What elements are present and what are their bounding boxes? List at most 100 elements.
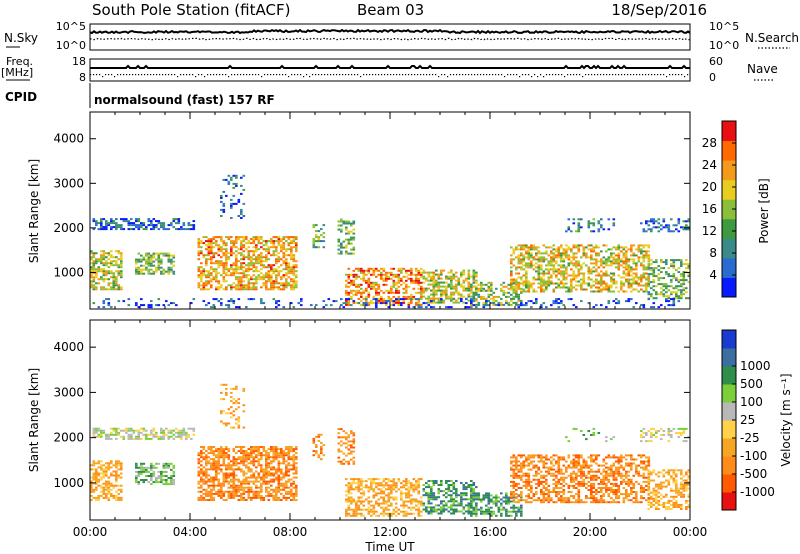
heatmap-cell (102, 474, 106, 477)
heatmap-cell (482, 295, 486, 298)
heatmap-cell (280, 452, 283, 455)
heatmap-cell (567, 246, 571, 249)
heatmap-cell (160, 270, 163, 273)
heatmap-cell (270, 268, 273, 271)
heatmap-cell (150, 431, 153, 434)
heatmap-cell (372, 512, 376, 515)
heatmap-cell (127, 228, 131, 231)
heatmap-cell (447, 297, 451, 300)
heatmap-cell (300, 298, 303, 301)
heatmap-cell (552, 260, 556, 263)
heatmap-cell (345, 232, 348, 235)
heatmap-cell (245, 248, 248, 251)
heatmap-cell (505, 302, 508, 305)
heatmap-cell (267, 280, 271, 283)
heatmap-cell (170, 224, 173, 227)
heatmap-cell (517, 286, 521, 289)
heatmap-cell (517, 248, 521, 251)
nave-dot (687, 74, 689, 76)
heatmap-cell (92, 270, 96, 273)
heatmap-cell (662, 261, 666, 264)
heatmap-cell (275, 476, 278, 479)
heatmap-cell (220, 410, 223, 413)
heatmap-cell (92, 284, 96, 287)
heatmap-cell (510, 262, 513, 265)
heatmap-cell (355, 267, 358, 270)
heatmap-cell (220, 246, 223, 249)
heatmap-cell (182, 222, 186, 225)
heatmap-cell (427, 494, 431, 497)
heatmap-cell (560, 264, 563, 267)
heatmap-cell (670, 285, 673, 288)
heatmap-cell (187, 427, 191, 430)
heatmap-cell (340, 218, 343, 221)
heatmap-cell (410, 281, 413, 284)
heatmap-cell (372, 283, 376, 286)
heatmap-cell (312, 454, 316, 457)
heatmap-cell (117, 250, 121, 253)
heatmap-cell (342, 442, 346, 445)
nave-dot (177, 76, 179, 78)
heatmap-cell (200, 476, 203, 479)
heatmap-cell (655, 275, 658, 278)
heatmap-cell (425, 506, 428, 509)
heatmap-cell (280, 468, 283, 471)
heatmap-cell (290, 302, 293, 305)
heatmap-cell (237, 198, 241, 201)
heatmap-cell (410, 486, 413, 489)
heatmap-cell (270, 448, 273, 451)
heatmap-cell (572, 272, 576, 275)
heatmap-cell (165, 475, 168, 477)
heatmap-cell (610, 262, 613, 265)
heatmap-cell (280, 456, 283, 459)
heatmap-cell (680, 263, 683, 266)
nave-dot (213, 74, 215, 76)
heatmap-cell (427, 279, 431, 282)
heatmap-cell (282, 452, 286, 455)
heatmap-cell (155, 270, 158, 273)
heatmap-cell (485, 283, 488, 286)
heatmap-cell (537, 286, 541, 289)
heatmap-cell (160, 479, 163, 481)
heatmap-cell (510, 297, 513, 300)
heatmap-cell (630, 284, 633, 287)
heatmap-cell (517, 287, 521, 290)
heatmap-cell (685, 226, 688, 229)
heatmap-cell (210, 499, 213, 501)
heatmap-cell (377, 301, 381, 304)
heatmap-cell (275, 236, 278, 239)
heatmap-cell (150, 483, 153, 486)
heatmap-cell (362, 297, 366, 300)
heatmap-cell (527, 250, 531, 253)
heatmap-cell (337, 436, 341, 439)
heatmap-cell (202, 270, 206, 273)
heatmap-cell (382, 273, 386, 276)
heatmap-cell (220, 238, 223, 241)
heatmap-cell (477, 293, 481, 296)
heatmap-cell (265, 460, 268, 463)
heatmap-cell (680, 297, 683, 300)
heatmap-cell (295, 490, 298, 493)
heatmap-cell (362, 490, 366, 493)
heatmap-cell (267, 250, 271, 253)
heatmap-cell (670, 298, 673, 301)
heatmap-cell (267, 472, 271, 475)
heatmap-cell (685, 259, 688, 262)
heatmap-cell (365, 299, 368, 302)
heatmap-cell (110, 462, 113, 465)
heatmap-cell (232, 460, 236, 463)
heatmap-cell (292, 306, 296, 309)
heatmap-cell (337, 252, 341, 255)
heatmap-cell (225, 472, 228, 475)
heatmap-cell (460, 298, 463, 301)
heatmap-cell (255, 266, 258, 269)
heatmap-cell (265, 266, 268, 269)
heatmap-cell (157, 220, 161, 223)
heatmap-cell (272, 474, 276, 477)
heatmap-cell (255, 244, 258, 247)
heatmap-cell (145, 266, 148, 269)
heatmap-cell (432, 301, 436, 304)
heatmap-cell (552, 300, 556, 303)
heatmap-cell (155, 462, 158, 465)
heatmap-cell (677, 289, 681, 292)
